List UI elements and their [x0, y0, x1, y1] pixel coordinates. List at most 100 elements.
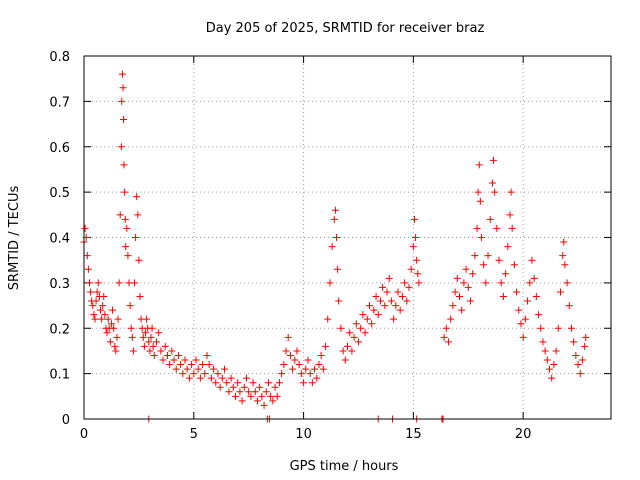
data-point	[275, 379, 283, 387]
data-point	[181, 356, 189, 364]
y-tick-label: 0.5	[49, 186, 70, 201]
data-point	[560, 238, 568, 246]
data-point	[168, 347, 176, 355]
data-point	[337, 324, 345, 332]
data-point	[146, 347, 154, 355]
data-point	[379, 283, 387, 291]
data-point	[372, 292, 380, 300]
y-tick-label: 0.3	[49, 277, 70, 292]
data-point	[249, 379, 257, 387]
data-point	[293, 347, 301, 355]
x-tick-label: 0	[80, 427, 88, 442]
data-point	[455, 292, 463, 300]
data-point	[475, 161, 483, 169]
data-point	[92, 297, 100, 305]
data-point	[159, 356, 167, 364]
data-point	[282, 347, 290, 355]
data-point	[339, 347, 347, 355]
data-point	[539, 338, 547, 346]
data-point	[324, 315, 332, 323]
data-point	[537, 324, 545, 332]
data-point	[134, 211, 142, 219]
data-point	[110, 324, 118, 332]
data-point	[480, 261, 488, 269]
data-point	[100, 292, 108, 300]
x-tick-label: 5	[190, 427, 198, 442]
data-point	[135, 256, 143, 264]
data-point	[374, 311, 382, 319]
data-point	[139, 333, 147, 341]
data-point	[552, 347, 560, 355]
data-point	[260, 401, 268, 409]
data-point	[490, 156, 498, 164]
data-point	[513, 288, 521, 296]
data-point	[390, 315, 398, 323]
data-point	[83, 252, 91, 260]
data-point	[300, 379, 308, 387]
data-point	[111, 342, 119, 350]
data-point	[341, 356, 349, 364]
data-point	[284, 333, 292, 341]
data-point	[148, 324, 156, 332]
data-point	[280, 361, 288, 369]
data-point	[221, 365, 229, 373]
data-point	[477, 234, 485, 241]
data-point	[205, 361, 213, 369]
data-point	[499, 292, 507, 300]
data-point	[161, 342, 169, 350]
data-point	[286, 351, 294, 359]
data-point	[361, 329, 369, 337]
data-point	[240, 383, 248, 391]
x-axis-label: GPS time / hours	[290, 459, 399, 474]
data-point	[109, 306, 117, 314]
data-point	[273, 392, 281, 400]
data-point	[535, 311, 543, 319]
grid	[84, 56, 611, 419]
data-point	[335, 297, 343, 305]
data-point	[302, 365, 310, 373]
data-point	[278, 370, 286, 378]
data-point	[334, 265, 342, 273]
data-point	[245, 388, 253, 396]
data-point	[101, 311, 109, 319]
data-point	[486, 215, 494, 223]
data-point	[121, 188, 129, 196]
data-point	[196, 374, 204, 382]
data-point	[163, 351, 171, 359]
data-point	[179, 370, 187, 378]
chart-title: Day 205 of 2025, SRMTID for receiver bra…	[206, 21, 485, 36]
data-point	[308, 379, 316, 387]
data-point	[103, 329, 111, 337]
y-axis-label: SRMTID / TECUs	[7, 186, 22, 291]
data-point	[464, 283, 472, 291]
data-point	[515, 306, 523, 314]
data-point	[238, 397, 246, 405]
data-point	[368, 320, 376, 328]
data-point	[143, 315, 151, 323]
data-point	[565, 302, 573, 310]
data-point	[118, 97, 126, 105]
data-point	[370, 306, 378, 314]
data-point	[122, 243, 130, 251]
data-point	[207, 374, 215, 382]
data-point	[322, 342, 330, 350]
data-point	[120, 116, 128, 124]
data-point	[570, 338, 578, 346]
y-tick-label: 0.2	[49, 322, 70, 337]
data-point	[415, 279, 423, 287]
data-point	[554, 324, 562, 332]
data-point	[192, 356, 200, 364]
data-point	[99, 302, 107, 310]
data-point	[216, 383, 224, 391]
data-point	[476, 197, 484, 205]
data-point	[166, 361, 174, 369]
data-point	[155, 329, 163, 337]
data-point	[466, 297, 474, 305]
data-point	[510, 261, 518, 269]
data-point	[460, 279, 468, 287]
data-point	[113, 333, 121, 341]
data-point	[256, 383, 264, 391]
data-point	[89, 302, 97, 310]
data-point	[574, 361, 582, 369]
data-point	[346, 329, 354, 337]
